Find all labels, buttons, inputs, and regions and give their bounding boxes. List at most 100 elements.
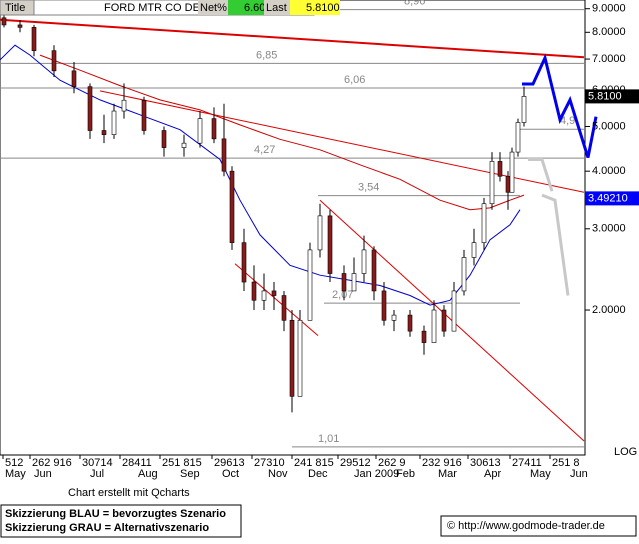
candle-body	[327, 215, 333, 274]
candle-body	[407, 314, 413, 332]
candle-body	[307, 249, 313, 321]
legend-blue: Skizzierung BLAU = bevorzugtes Szenario	[5, 508, 226, 520]
candle-body	[441, 309, 447, 332]
candle-body	[101, 130, 107, 135]
candle-body	[17, 24, 23, 28]
level-label: 2,07	[332, 289, 353, 301]
x-tick-label: 262 916	[32, 457, 72, 469]
y-tick-label: 3.0000	[592, 223, 626, 235]
candle-body	[461, 257, 467, 292]
y-tick-label: 5.0000	[592, 120, 626, 132]
month-label: Jul	[90, 468, 104, 480]
x-tick-label: 262 9	[378, 457, 406, 469]
candle-body	[361, 249, 367, 274]
month-label: Jan 2009	[354, 468, 399, 480]
candle-body	[221, 138, 227, 172]
link[interactable]: © http://www.godmode-trader.de	[447, 520, 605, 532]
level-label: 1,01	[318, 433, 339, 445]
candle-body	[489, 161, 495, 205]
level-label: 4,27	[254, 144, 275, 156]
candle-body	[181, 142, 187, 148]
level-label: 6,85	[256, 49, 277, 61]
candle-body	[505, 175, 511, 193]
candle-body	[381, 290, 387, 321]
x-tick-label: 28411	[122, 457, 152, 469]
price-mark-box	[585, 191, 639, 206]
candle-body	[391, 314, 397, 321]
candle-body	[521, 96, 527, 123]
candle-body	[261, 290, 267, 301]
candle-body	[251, 281, 257, 301]
candle-body	[141, 99, 147, 131]
candle-body	[51, 50, 57, 72]
line-series	[528, 158, 554, 192]
candle-body	[317, 215, 323, 251]
candle-body	[211, 118, 217, 140]
candle-body	[509, 151, 515, 193]
x-tick-label: 29613	[214, 457, 245, 469]
net-label-box	[198, 0, 228, 15]
line-series	[0, 18, 585, 59]
candle-body	[451, 290, 457, 332]
net-value-box	[228, 0, 264, 15]
level-label: 6,06	[344, 74, 365, 86]
plot: 8,96 6,85 6,06 4,9 4,27 3,54 2,07 1,01	[0, 0, 598, 448]
candle-body	[421, 330, 427, 343]
x-tick-label: 251 815	[162, 457, 202, 469]
price-mark-label: 5.8100	[588, 90, 622, 102]
candle-body	[229, 170, 235, 243]
last-label: Last	[266, 2, 287, 14]
last-value-box	[290, 0, 340, 15]
net-label: Net%	[200, 2, 227, 14]
candle-body	[271, 290, 277, 296]
y-tick-label: 4.0000	[592, 165, 626, 177]
price-mark-box	[585, 89, 639, 104]
header: Title FORD MTR CO DEL Net% 6.60 Last 5.8…	[0, 0, 340, 16]
candle-body	[351, 273, 357, 292]
legend-gray: Skizzierung GRAU = Alternativszenario	[5, 522, 209, 534]
level-label: 4,9	[560, 115, 575, 127]
x-tick-label: 30613	[470, 457, 501, 469]
x-tick-label: 251 8	[552, 457, 580, 469]
candle-body	[289, 320, 295, 397]
tab-label: Title	[5, 2, 25, 14]
month-label: Dec	[308, 468, 328, 480]
x-tick-label: 232 916	[422, 457, 462, 469]
line-series	[234, 263, 319, 336]
price-mark-label: 3.49210	[588, 192, 628, 204]
candle-body	[431, 309, 437, 343]
month-label: Nov	[268, 468, 288, 480]
candle-body	[121, 99, 127, 112]
candle-body	[87, 86, 93, 131]
x-tick-label: 27411	[512, 457, 542, 469]
link-box[interactable]	[440, 515, 637, 537]
net-value: 6.60	[244, 2, 265, 14]
candle-body	[371, 249, 377, 292]
x-tick-label: 241 815	[294, 457, 334, 469]
legend-box	[0, 504, 242, 538]
candle-body	[471, 242, 477, 258]
month-label: Sep	[180, 468, 200, 480]
candle-body	[297, 320, 303, 397]
symbol: FORD MTR CO DEL	[104, 2, 206, 14]
candle-body	[1, 17, 7, 26]
month-label: Feb	[396, 468, 415, 480]
candle-body	[341, 273, 347, 292]
month-label: Apr	[484, 468, 501, 480]
y-tick-label: 8.0000	[592, 26, 626, 38]
candle-body	[161, 130, 167, 148]
last-value: 5.8100	[306, 2, 340, 14]
x-tick-label: 30714	[82, 457, 113, 469]
month-label: May	[5, 468, 26, 480]
candle-body	[111, 110, 117, 135]
last-label-box	[264, 0, 290, 15]
month-label: Oct	[222, 468, 239, 480]
month-label: Jun	[570, 468, 588, 480]
line-series	[541, 193, 570, 296]
candle-body	[241, 242, 247, 283]
month-label: Aug	[138, 468, 158, 480]
candle-body	[497, 161, 503, 177]
log-label: LOG	[614, 446, 637, 458]
line-series	[99, 90, 585, 193]
